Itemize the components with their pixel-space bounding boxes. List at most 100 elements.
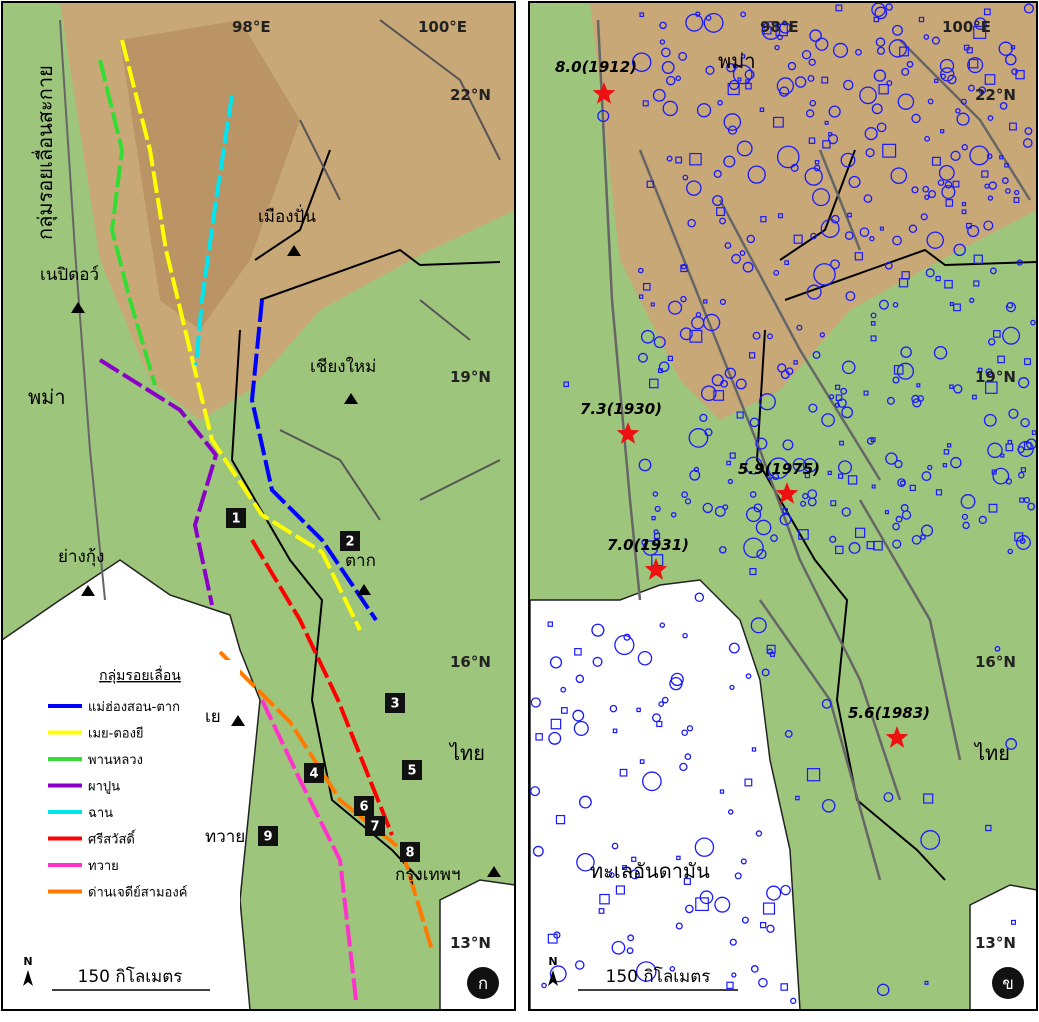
earthquake-marker [777,34,783,41]
earthquake-marker [870,437,876,443]
earthquake-marker [574,960,585,970]
earthquake-marker [794,76,807,88]
earthquake-marker [1031,430,1037,435]
earthquake-marker [547,933,558,944]
earthquake-marker [766,648,773,655]
earthquake-marker [988,503,998,513]
fault-number: 4 [309,767,318,782]
place-label: ทะเลอันดามัน [590,859,710,883]
earthquake-marker [800,500,807,507]
earthquake-marker [923,793,934,804]
earthquake-marker [635,961,657,982]
lon-label: 98°E [760,18,799,36]
earthquake-marker [1014,189,1020,196]
earthquake-label: 5.9(1975) [738,460,820,478]
earthquake-marker [670,511,677,518]
earthquake-marker [668,300,683,315]
earthquake-marker [685,13,704,32]
earthquake-marker [912,398,922,408]
earthquake-marker [984,183,990,189]
earthquake-marker [642,771,662,792]
earthquake-marker [575,674,585,684]
earthquake-marker [683,877,691,885]
earthquake-marker [806,284,822,300]
earthquake-marker [843,79,854,91]
earthquake-star [775,482,799,504]
earthquake-marker [729,938,737,946]
earthquake-marker [819,332,826,338]
earthquake-marker [808,58,816,66]
earthquake-marker [675,156,683,164]
earthquake-marker [892,24,903,36]
earthquake-marker [699,890,714,905]
earthquake-marker [740,858,747,865]
earthquake-marker [988,338,996,346]
earthquake-marker [981,170,989,178]
earthquake-marker [1015,535,1031,550]
earthquake-marker [933,346,948,360]
earthquake-marker [865,148,875,158]
place-label: ไทย [448,741,485,765]
earthquake-marker [924,980,929,985]
earthquake-marker [808,403,818,413]
earthquake-marker [942,463,947,468]
earthquake-marker [968,58,979,69]
earthquake-marker [835,4,843,12]
earthquake-marker [578,795,592,809]
lon-label: 98°E [232,18,271,36]
fault-number: 3 [390,697,399,712]
earthquake-marker [884,510,889,515]
earthquake-marker [961,144,968,151]
earthquake-marker [873,16,880,23]
earthquake-marker [978,515,988,525]
panel-frame [1,1,516,1011]
earthquake-marker [675,922,683,930]
earthquake-marker [676,855,681,861]
earthquake-marker [687,218,696,228]
earthquake-marker [640,329,655,344]
earthquake-marker [1005,53,1017,66]
earthquake-marker [1027,502,1036,511]
earthquake-marker [623,633,631,641]
earthquake-marker [992,467,1010,485]
earthquake-marker [911,186,919,194]
earthquake-marker [689,152,702,166]
number-box [365,816,385,836]
earthquake-marker [1024,127,1033,135]
earthquake-marker [649,378,659,389]
earthquake-marker [666,155,673,162]
earthquake-marker [1005,738,1018,750]
earthquake-marker [779,513,792,526]
earthquake-marker [827,470,832,475]
earthquake-marker [592,656,603,667]
earthquake-marker [899,46,909,57]
earthquake-marker [637,267,644,274]
earthquake-marker [920,524,934,537]
earthquake-marker [876,983,890,997]
earthquake-marker [879,226,884,231]
earthquake-marker [918,16,925,23]
earthquake-marker [773,116,784,128]
number-box [304,763,324,783]
fault-number: 5 [407,764,416,779]
earthquake-marker [878,83,889,95]
earthquake-marker [548,731,562,745]
lon-label: 100°E [418,18,467,36]
earthquake-marker [787,61,797,71]
earthquake-marker [679,327,693,341]
north-label: N [23,955,32,968]
earthquake-marker [685,904,694,914]
earthquake-marker [985,368,993,376]
earthquake-marker [780,884,791,896]
earthquake-marker [1018,471,1025,479]
earthquake-marker [859,227,870,238]
earthquake-marker [652,88,666,102]
earthquake-marker [894,459,903,469]
earthquake-marker [547,621,553,627]
earthquake-marker [1005,478,1013,485]
earthquake-marker [598,908,605,914]
lat-label: 16°N [975,653,1016,671]
earthquake-marker [805,109,815,118]
earthquake-marker [1010,919,1016,925]
earthquake-marker [813,164,821,172]
